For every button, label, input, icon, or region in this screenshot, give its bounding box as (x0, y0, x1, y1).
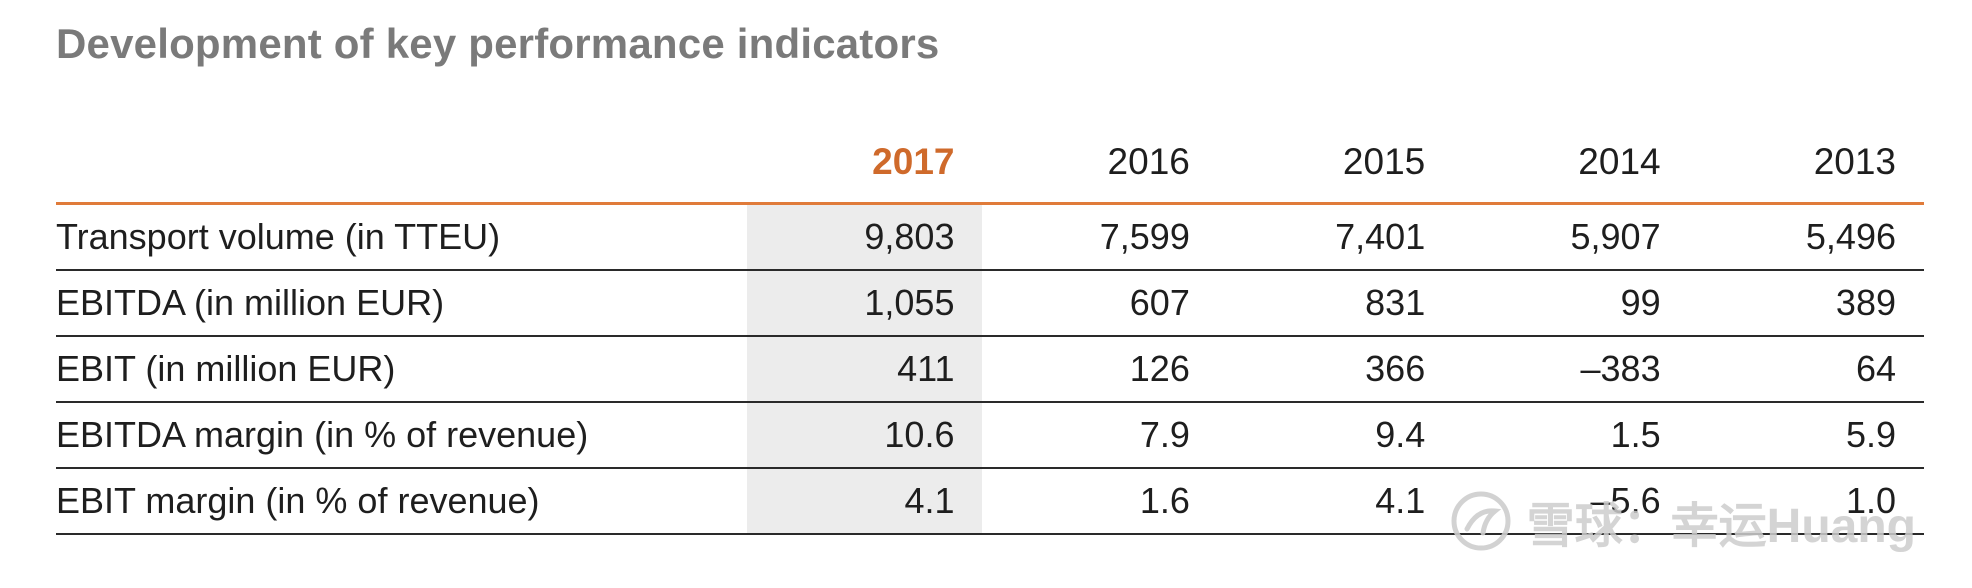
table-cell: 64 (1688, 336, 1924, 403)
page-title: Development of key performance indicator… (56, 20, 940, 67)
column-header-year: 2014 (1453, 122, 1689, 205)
table-row: EBITDA margin (in % of revenue) 10.6 7.9… (56, 402, 1924, 469)
table-row: EBITDA (in million EUR) 1,055 607 831 99… (56, 270, 1924, 337)
table-cell: 7.9 (982, 402, 1218, 469)
table-cell: 99 (1453, 270, 1689, 337)
table-cell: 607 (982, 270, 1218, 337)
table-cell: 831 (1217, 270, 1454, 337)
column-header-year: 2016 (982, 122, 1218, 205)
column-header-year: 2013 (1688, 122, 1924, 205)
table-cell: 389 (1688, 270, 1924, 337)
table-row: EBIT margin (in % of revenue) 4.1 1.6 4.… (56, 468, 1924, 535)
table-cell: 1.5 (1453, 402, 1689, 469)
table-cell: 7,401 (1217, 203, 1454, 271)
row-label: Transport volume (in TTEU) (56, 203, 748, 271)
table-cell: 126 (982, 336, 1218, 403)
table-cell: 5.9 (1688, 402, 1924, 469)
row-label: EBITDA margin (in % of revenue) (56, 402, 748, 469)
table-cell: 1.6 (982, 468, 1218, 535)
column-header-year: 2015 (1217, 122, 1454, 205)
table-header-row: 2017 2016 2015 2014 2013 (56, 122, 1924, 205)
table-cell: 7,599 (982, 203, 1218, 271)
table-cell: 9.4 (1217, 402, 1454, 469)
row-label: EBITDA (in million EUR) (56, 270, 748, 337)
table-row: Transport volume (in TTEU) 9,803 7,599 7… (56, 203, 1924, 271)
table-cell: 366 (1217, 336, 1454, 403)
row-label: EBIT margin (in % of revenue) (56, 468, 748, 535)
table-cell: 5,496 (1688, 203, 1924, 271)
table-cell: –5.6 (1453, 468, 1689, 535)
kpi-table: 2017 2016 2015 2014 2013 Transport volum… (56, 122, 1924, 535)
table-cell: 1.0 (1688, 468, 1924, 535)
column-header-year: 2017 (747, 122, 983, 205)
table-cell: 411 (747, 336, 983, 403)
table-cell: 4.1 (1217, 468, 1454, 535)
table-cell: 9,803 (747, 203, 983, 271)
table-cell: 5,907 (1453, 203, 1689, 271)
table-row: EBIT (in million EUR) 411 126 366 –383 6… (56, 336, 1924, 403)
row-label: EBIT (in million EUR) (56, 336, 748, 403)
table-cell: 1,055 (747, 270, 983, 337)
table-cell: 10.6 (747, 402, 983, 469)
table-cell: –383 (1453, 336, 1689, 403)
table-cell: 4.1 (747, 468, 983, 535)
column-header-label (56, 122, 748, 205)
